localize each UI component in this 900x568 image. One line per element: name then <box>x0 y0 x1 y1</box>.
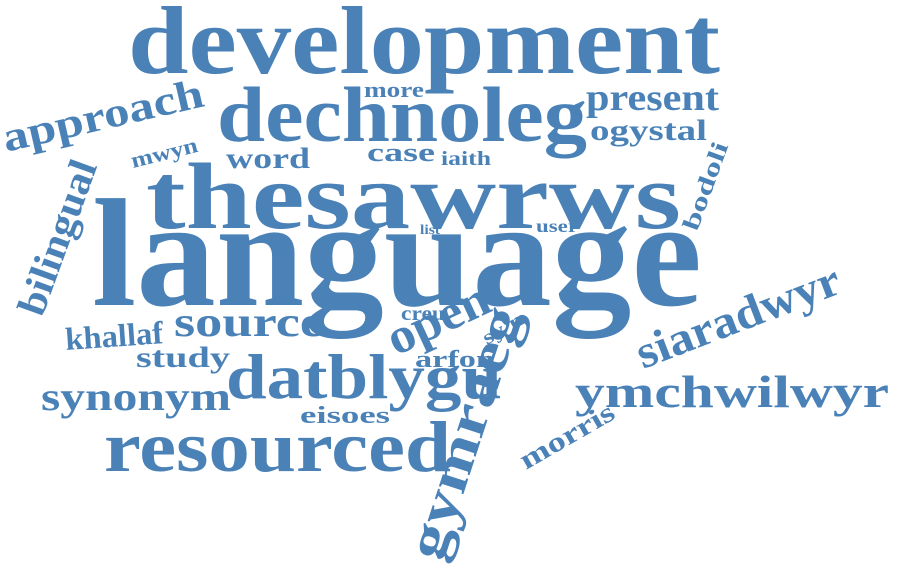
cloud-word-ogystal: ogystal <box>590 114 707 147</box>
cloud-word-user: user <box>536 216 578 236</box>
cloud-word-development: development <box>128 0 720 94</box>
cloud-word-arfon: arfon <box>415 347 495 373</box>
cloud-word-morris: morris <box>514 397 621 476</box>
cloud-word-case: case <box>367 138 435 167</box>
cloud-word-list: list <box>420 223 440 238</box>
cloud-word-language: language <box>92 169 702 339</box>
cloud-word-thesawrws: thesawrws <box>146 145 681 249</box>
cloud-word-study: study <box>136 341 230 374</box>
cloud-word-creu: creu <box>401 303 445 325</box>
cloud-word-resourced: resourced <box>104 407 451 487</box>
cloud-word-more: more <box>364 77 424 102</box>
cloud-word-khallaf: khallaf <box>64 314 165 357</box>
cloud-word-iaith: iaith <box>441 148 491 170</box>
cloud-word-eisoes: eisoes <box>300 403 390 429</box>
cloud-word-source: source <box>174 300 324 346</box>
cloud-word-dechnoleg: dechnoleg <box>217 71 587 158</box>
cloud-word-word: word <box>226 142 310 175</box>
cloud-word-synonym: synonym <box>41 374 231 419</box>
cloud-word-datblygu: datblygu <box>226 341 502 412</box>
cloud-word-present: present <box>586 77 719 119</box>
cloud-word-ymchwilwyr: ymchwilwyr <box>575 366 889 417</box>
